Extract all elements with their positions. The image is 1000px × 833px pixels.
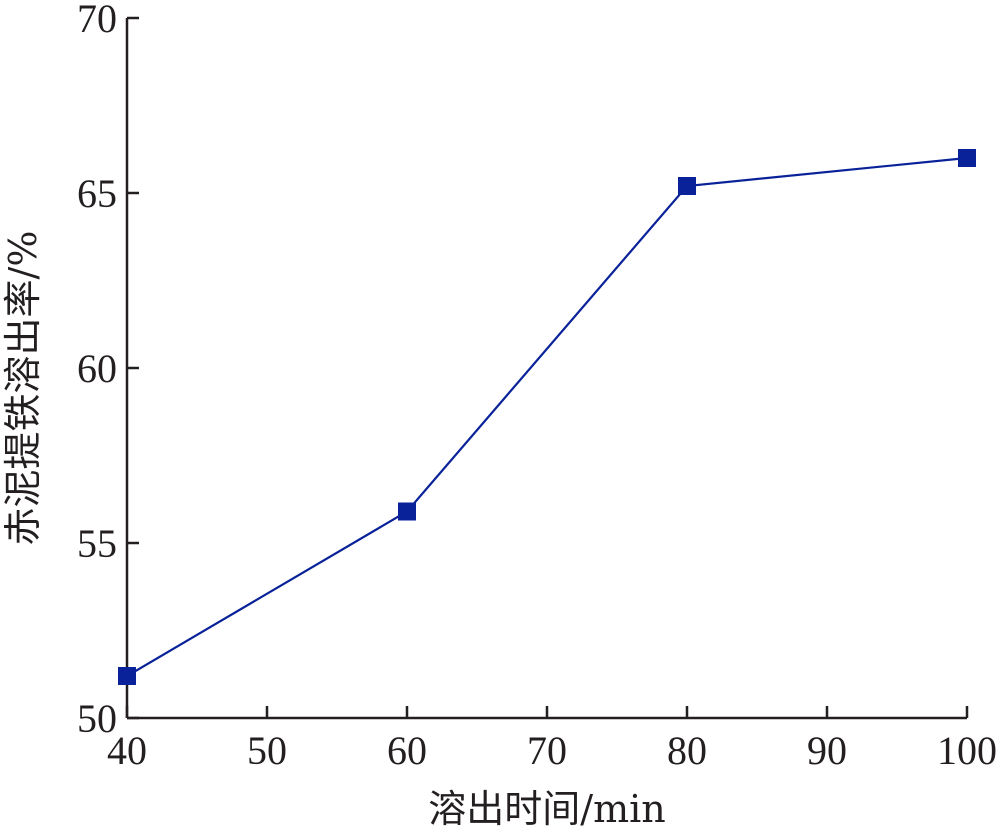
x-tick-label: 40 xyxy=(107,728,147,773)
y-tick-label: 50 xyxy=(77,696,117,741)
data-point-marker xyxy=(958,149,976,167)
data-point-marker xyxy=(678,177,696,195)
axes xyxy=(125,18,967,720)
x-tick-label: 90 xyxy=(807,728,847,773)
series-layer xyxy=(118,149,976,685)
x-axis-title: 溶出时间/min xyxy=(428,787,665,831)
x-ticks: 40 50 60 70 80 90 100 xyxy=(107,706,997,773)
data-point-marker xyxy=(398,502,416,521)
y-tick-label: 55 xyxy=(77,521,117,566)
data-point-marker xyxy=(118,667,136,685)
x-tick-label: 100 xyxy=(937,728,997,773)
series-line xyxy=(126,156,968,677)
x-tick-label: 70 xyxy=(527,728,567,773)
y-tick-label: 60 xyxy=(77,346,117,391)
y-tick-label: 70 xyxy=(77,0,117,41)
x-tick-label: 60 xyxy=(387,728,427,773)
y-tick-label: 65 xyxy=(77,171,117,216)
y-axis-title: 赤泥提铁溶出率/% xyxy=(1,231,45,546)
x-tick-label: 80 xyxy=(667,728,707,773)
x-tick-label: 50 xyxy=(247,728,287,773)
y-ticks: 50 55 60 65 70 xyxy=(77,0,139,741)
